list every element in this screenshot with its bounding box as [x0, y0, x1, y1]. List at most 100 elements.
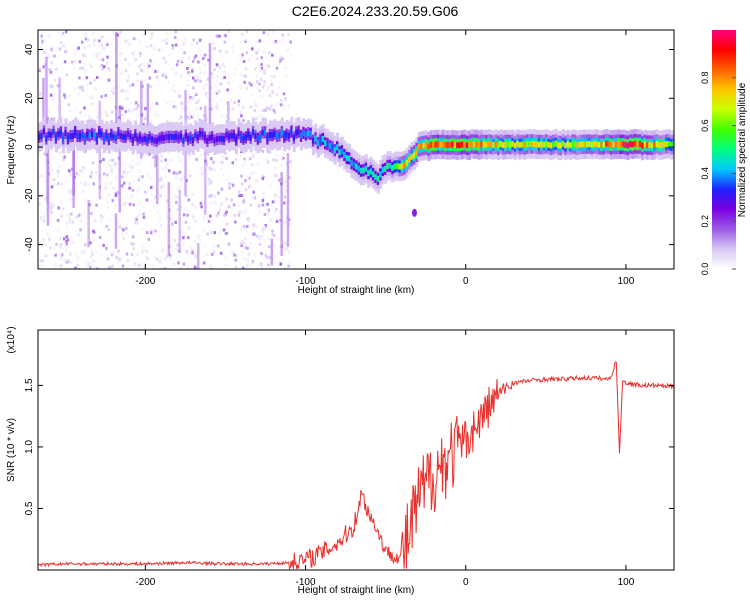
spectrogram-noise-cell [40, 41, 44, 45]
spectrogram-noise-cell [182, 50, 185, 53]
spectrogram-noise-cell [84, 63, 87, 67]
spectrogram-noise-cell [246, 176, 250, 180]
spectrogram-noise-cell [155, 257, 159, 261]
spectrogram-noise-cell [285, 75, 288, 79]
spectrogram-noise-cell [39, 92, 42, 96]
spectrogram-noise-cell [138, 202, 142, 206]
spectrogram-noise-cell [177, 90, 180, 94]
spectrogram-noise-cell [277, 62, 281, 66]
spectrogram-noise-cell [67, 244, 70, 248]
spectrogram-noise-cell [179, 159, 182, 163]
spectrogram-noise-cell [227, 242, 231, 246]
spectrogram-noise-cell [178, 150, 181, 154]
spectrogram-ridge-cell [489, 141, 493, 148]
spectrogram-noise-cell [89, 116, 93, 120]
spectrogram-noise-cell [126, 258, 129, 262]
spectrogram-noise-cell [136, 155, 140, 159]
spectrogram-noise-cell [78, 213, 81, 217]
spectrogram-noise-cell [154, 112, 158, 116]
spectrogram-noise-cell [242, 227, 246, 230]
spectrogram-ridge-cell [172, 134, 176, 141]
spectrogram-noise-streak [208, 42, 212, 135]
spectrogram-noise-cell [243, 80, 246, 84]
spectrogram-noise-cell [158, 78, 161, 81]
spectrogram-noise-cell [183, 37, 187, 41]
spectrogram-noise-cell [260, 56, 263, 60]
spectrogram-ridge-cell [213, 137, 217, 144]
spectrogram-noise-cell [121, 264, 125, 268]
spectrogram-noise-cell [209, 214, 212, 218]
spectrogram-ridge-cell [424, 142, 428, 148]
spectrogram-ridge-cell [417, 143, 421, 150]
spectrogram-noise-cell [110, 163, 114, 167]
spectrogram-noise-cell [172, 171, 176, 175]
spectrogram-noise-cell [118, 225, 122, 229]
spectrogram-noise-cell [132, 55, 135, 59]
spectrogram-noise-cell [234, 254, 238, 257]
spectrogram-noise-cell [240, 155, 243, 159]
spectrogram-ridge-cell [453, 141, 457, 148]
snr-panel: -200 -100 0 100 0.5 1.0 1.5 (x10⁴) Height of s… [6, 326, 675, 596]
spectrogram-noise-cell [280, 98, 283, 102]
spectrogram-ridge-cell [648, 142, 652, 148]
spectrogram-noise-cell [44, 243, 47, 247]
spectrogram-noise-cell [248, 81, 251, 85]
spectrogram-noise-cell [186, 67, 189, 70]
spectrogram-noise-cell [205, 253, 208, 256]
spectrogram-noise-cell [195, 157, 198, 161]
spectrogram-noise-cell [145, 198, 149, 202]
spectrogram-noise-cell [43, 215, 46, 218]
snr-ylabel: SNR (10 * v/v) [6, 418, 17, 482]
spectrogram-noise-cell [225, 50, 228, 54]
spectrogram-noise-cell [173, 262, 176, 266]
spectrogram-noise-cell [288, 218, 291, 221]
spectrogram-noise-cell [81, 88, 84, 92]
spectrogram-noise-cell [173, 238, 176, 242]
spectrogram-noise-cell [285, 220, 288, 224]
spectrogram-noise-cell [180, 106, 183, 110]
spectrogram-noise-cell [210, 157, 213, 161]
spectrogram-noise-cell [113, 33, 116, 37]
snr-y-multiplier: (x10⁴) [6, 326, 17, 353]
spectrogram-noise-cell [154, 70, 157, 73]
spectrogram-noise-cell [239, 228, 243, 232]
spectrogram-noise-cell [175, 201, 178, 204]
spectrogram-ridge-cell [331, 144, 335, 151]
spectrogram-ridge-cell [78, 133, 82, 139]
spectrogram-noise-cell [177, 186, 181, 189]
spectrogram-noise-cell [39, 45, 43, 49]
spectrogram-noise-cell [250, 231, 254, 235]
spectrogram-ridge-cell [624, 141, 628, 148]
spectrogram-noise-cell [77, 150, 80, 154]
spectrogram-noise-cell [138, 174, 142, 178]
spectrogram-noise-cell [234, 220, 237, 224]
spectrogram-noise-cell [280, 155, 283, 159]
spectrogram-ridge-cell [136, 136, 140, 143]
spectrogram-ridge-cell [66, 135, 70, 142]
spectrogram-noise-cell [169, 99, 173, 103]
spectrogram-ridge-cell [422, 142, 426, 149]
spectrogram-noise-cell [233, 213, 236, 217]
spectrogram-noise-cell [116, 191, 119, 195]
spectrogram-noise-cell [107, 67, 110, 70]
spectrogram-noise-cell [239, 41, 243, 45]
spectrogram-noise-cell [56, 169, 60, 173]
spectrogram-noise-cell [197, 234, 200, 238]
spectrogram-noise-cell [93, 265, 97, 269]
spectrogram-noise-cell [88, 114, 91, 118]
spectrogram-noise-cell [90, 171, 93, 175]
spectrogram-noise-cell [91, 94, 94, 98]
spectrogram-noise-cell [58, 164, 61, 168]
spectrogram-ridge-cell [569, 142, 573, 149]
colorbar-label: Normalized spectral amplitude [737, 82, 748, 217]
spectrogram-noise-cell [260, 262, 263, 266]
spectrogram-ridge-cell [513, 142, 517, 149]
spectrogram-noise-cell [207, 58, 210, 62]
spectrogram-noise-cell [194, 219, 197, 223]
spectrogram-noise-cell [226, 88, 229, 92]
spectrogram-noise-cell [203, 71, 206, 75]
spectrogram-noise-cell [199, 239, 202, 242]
spectrogram-noise-cell [150, 229, 153, 233]
spectrogram-noise-cell [131, 235, 135, 239]
